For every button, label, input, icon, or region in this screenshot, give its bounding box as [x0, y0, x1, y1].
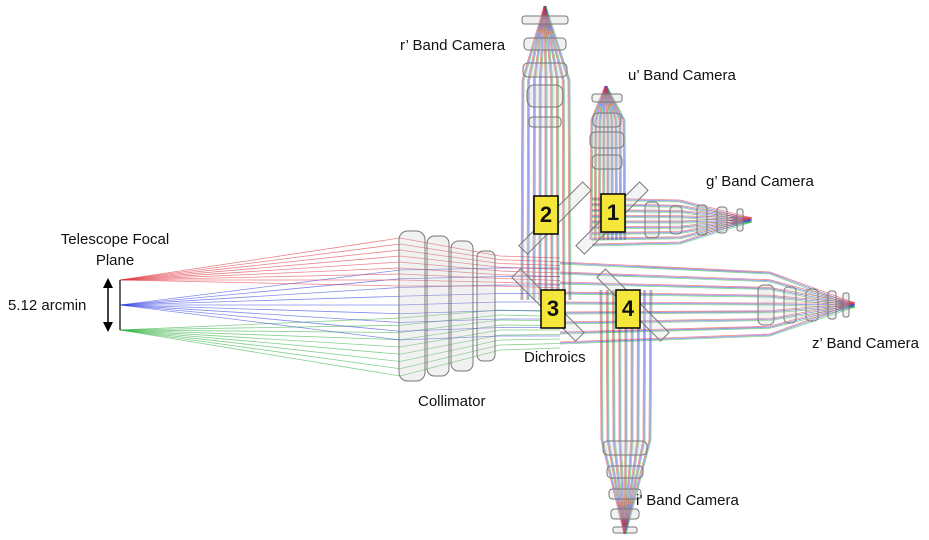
lens [697, 205, 707, 235]
camera-label: r’ Band Camera [400, 37, 506, 54]
lens [670, 206, 682, 234]
lens [522, 16, 568, 24]
lens [529, 117, 561, 127]
camera-label: g’ Band Camera [706, 173, 814, 190]
lens [784, 287, 796, 323]
camera-label: u’ Band Camera [628, 67, 736, 84]
lens [527, 85, 563, 107]
marker-number: 3 [547, 296, 559, 321]
lens [427, 236, 449, 376]
lens [806, 289, 818, 321]
lens [758, 285, 774, 325]
dichroics-label: Dichroics [524, 349, 586, 366]
marker-number: 1 [607, 200, 619, 225]
lens [611, 509, 639, 519]
collimator-label: Collimator [418, 393, 486, 410]
marker: 4 [616, 290, 640, 328]
lens [603, 441, 647, 455]
marker-number: 4 [622, 296, 635, 321]
marker: 2 [534, 196, 558, 234]
lens [592, 155, 622, 169]
focal-plane-label: Telescope Focal [61, 231, 169, 248]
marker: 1 [601, 194, 625, 232]
lens [843, 293, 849, 317]
optical-diagram: Telescope Focal Plane 5.12 arcmin r’ Ban… [0, 0, 929, 540]
marker-number: 2 [540, 202, 552, 227]
lens [523, 63, 567, 77]
lens [590, 132, 624, 148]
marker: 3 [541, 290, 565, 328]
camera-label: i’ Band Camera [636, 492, 739, 509]
lens [613, 527, 637, 533]
lens [737, 209, 743, 231]
lens [717, 207, 727, 233]
lens [645, 202, 659, 238]
lens [477, 251, 495, 361]
lens [607, 466, 643, 478]
lens [592, 94, 622, 102]
camera-label: z’ Band Camera [812, 335, 920, 352]
lens [524, 38, 566, 50]
field-label: 5.12 arcmin [8, 297, 86, 314]
lens [451, 241, 473, 371]
lens [593, 113, 621, 127]
lens [828, 291, 836, 319]
focal-plane-label: Plane [96, 252, 134, 269]
lens [399, 231, 425, 381]
